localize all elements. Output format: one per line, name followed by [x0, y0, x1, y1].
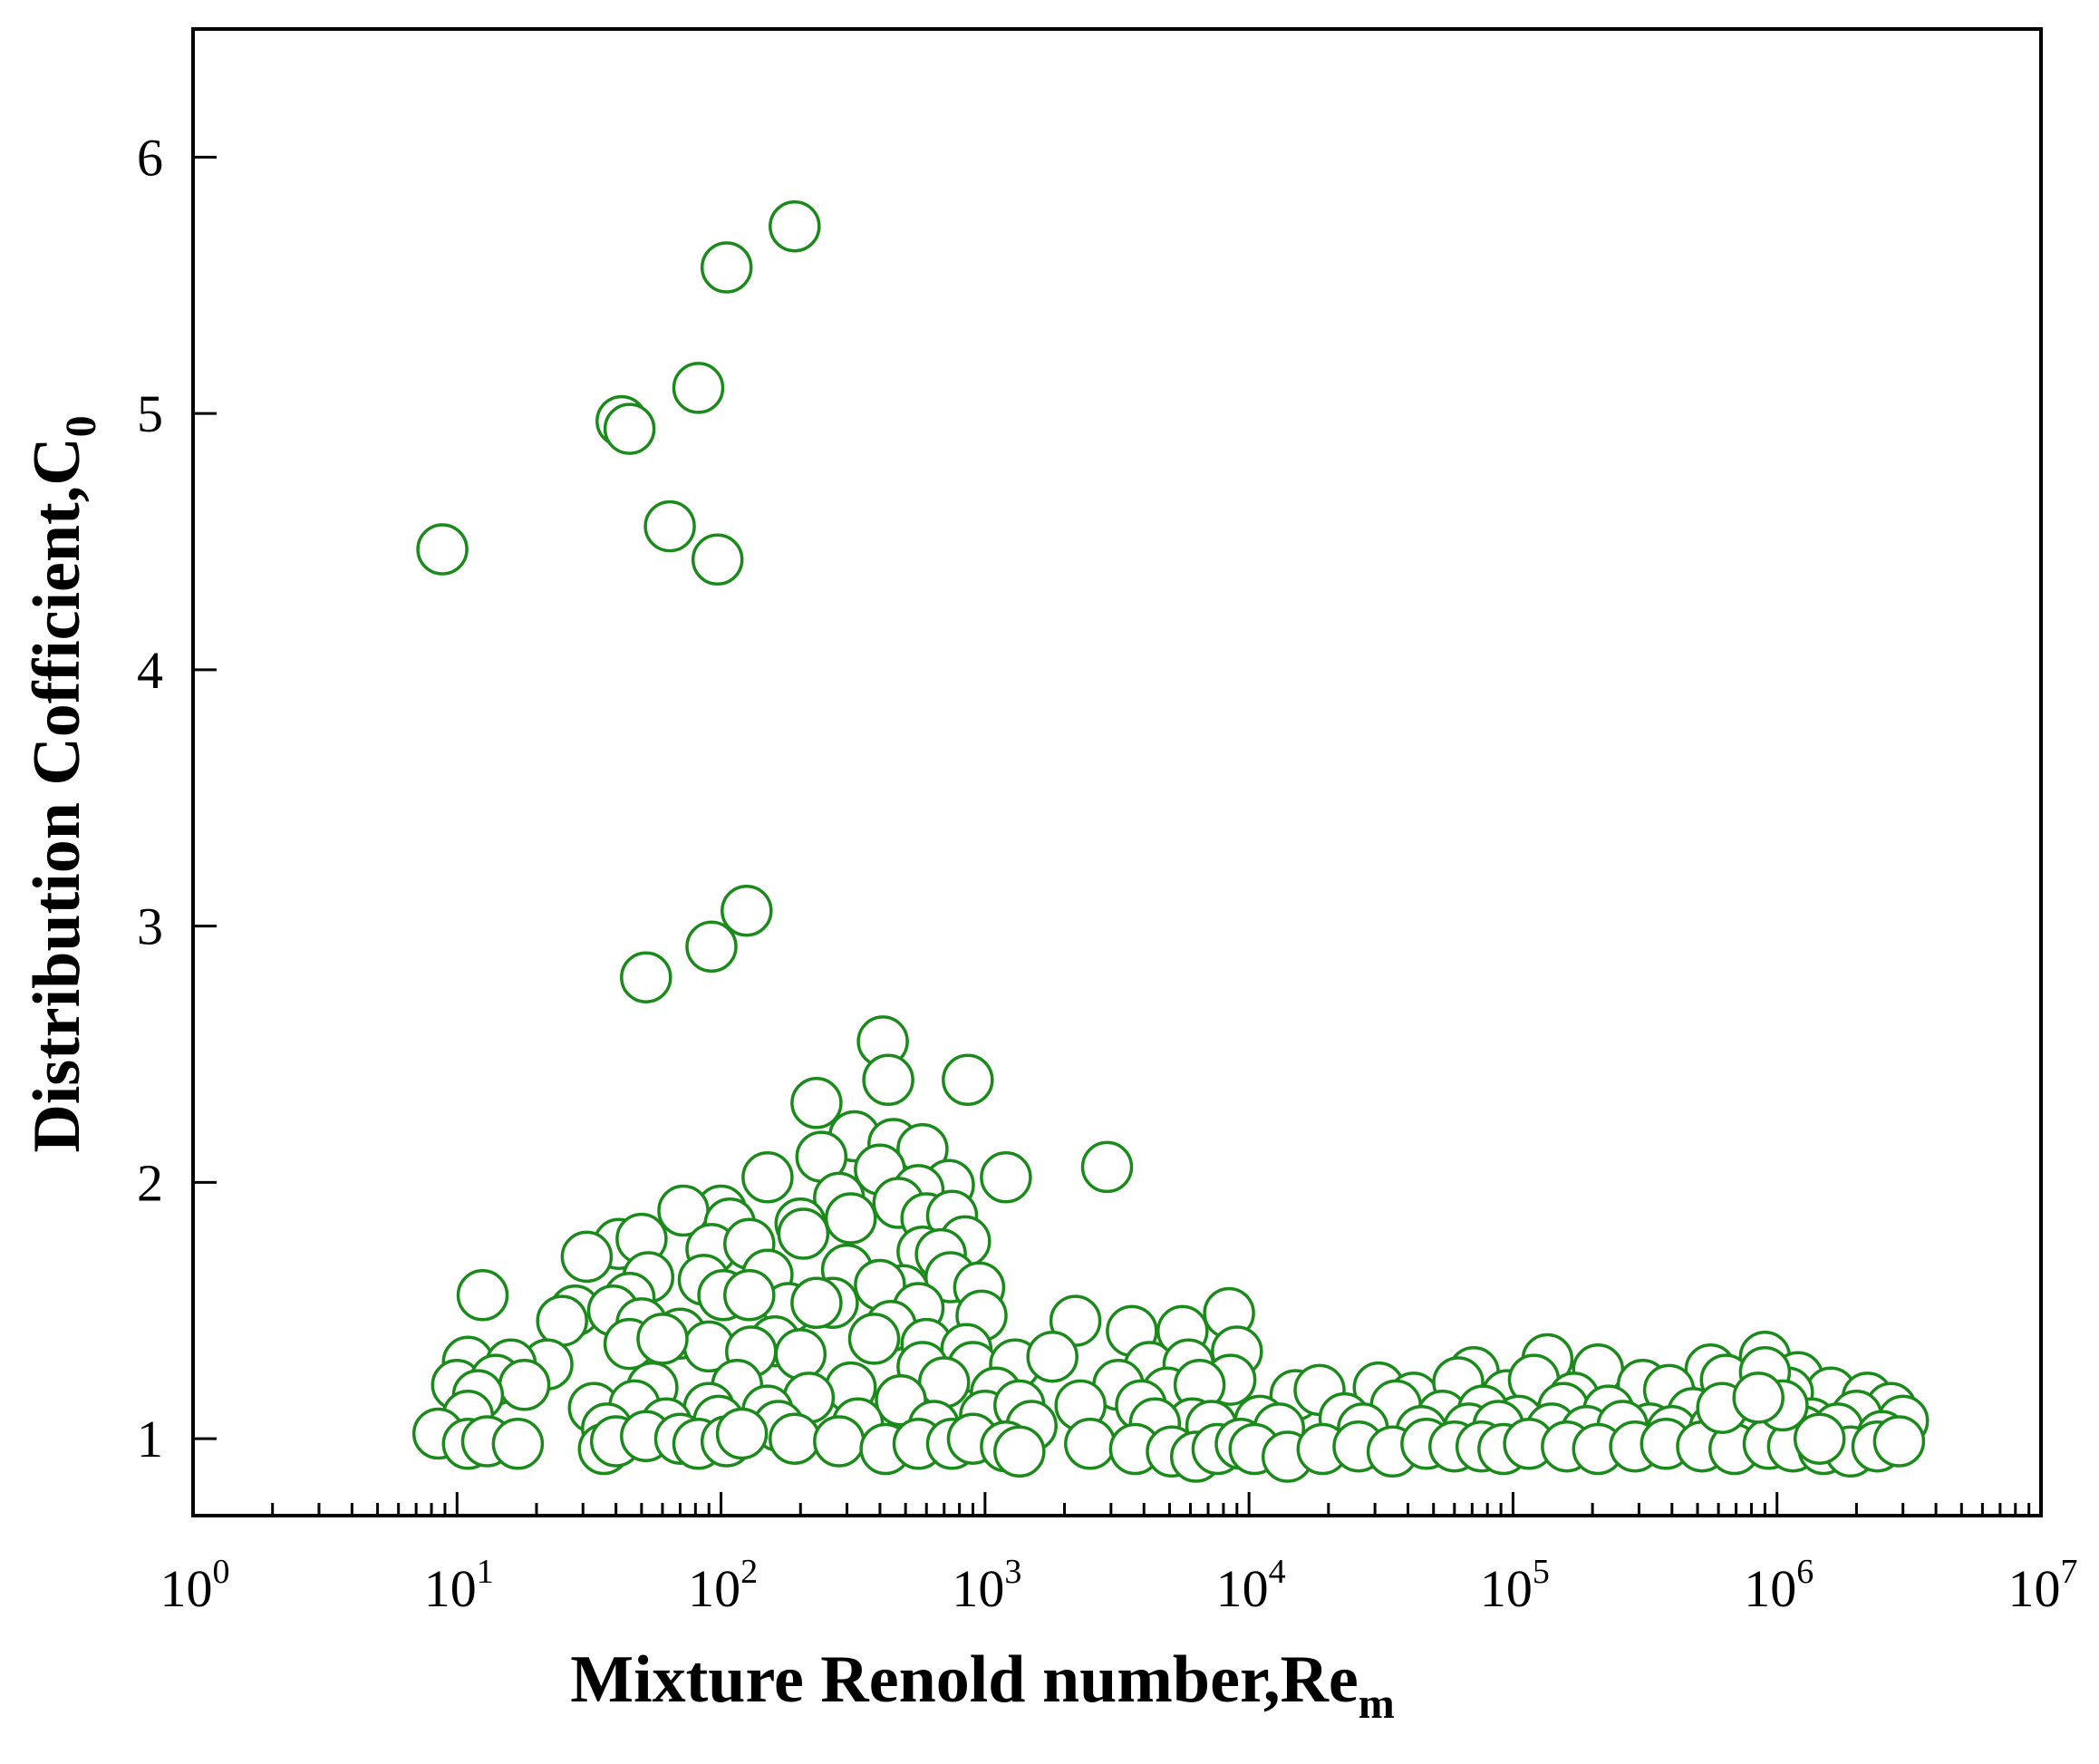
x-tick-label: 106	[1744, 1553, 1814, 1618]
data-point	[813, 1415, 866, 1468]
data-point	[536, 1294, 588, 1347]
plot-frame	[191, 27, 2043, 1517]
data-point	[942, 1053, 994, 1107]
x-tick-label: 101	[424, 1553, 494, 1618]
x-tick-label: 104	[1216, 1553, 1286, 1618]
data-point	[1064, 1418, 1117, 1470]
y-tick-label: 6	[137, 128, 163, 187]
data-point	[715, 1407, 769, 1460]
x-tick-label: 103	[952, 1553, 1021, 1618]
data-point	[491, 1418, 545, 1470]
x-tick-label: 107	[2008, 1553, 2078, 1618]
data-point	[790, 1276, 843, 1330]
data-point	[1080, 1140, 1134, 1194]
data-points	[411, 199, 1930, 1483]
data-point	[636, 1313, 689, 1365]
data-point	[824, 1192, 877, 1245]
x-tick-label: 102	[688, 1553, 758, 1618]
data-point	[721, 884, 773, 937]
data-point	[620, 951, 672, 1003]
data-point	[1026, 1330, 1079, 1383]
data-point	[917, 1356, 971, 1409]
data-point	[603, 402, 656, 455]
data-point	[456, 1269, 509, 1322]
y-tick-label: 5	[137, 384, 163, 443]
data-point	[691, 533, 744, 586]
data-point	[498, 1359, 551, 1411]
data-point	[741, 1151, 794, 1204]
data-point	[1732, 1371, 1785, 1424]
data-point	[769, 1412, 821, 1465]
data-point	[1793, 1412, 1846, 1465]
data-point	[790, 1077, 843, 1129]
data-point	[643, 499, 696, 553]
y-tick-label: 1	[137, 1410, 163, 1468]
data-point	[416, 523, 469, 576]
data-point	[769, 199, 821, 253]
data-point	[774, 1328, 827, 1381]
axis-ticks	[193, 155, 2031, 1516]
tick-labels: 100 101 102 103 104 105 106 107 1 2 3 4 5 6	[137, 128, 2078, 1618]
data-point	[560, 1230, 614, 1284]
data-point	[1872, 1415, 1926, 1468]
data-point	[723, 1269, 776, 1322]
y-tick-label: 3	[137, 897, 163, 956]
data-point	[777, 1207, 830, 1260]
data-point	[700, 241, 753, 294]
x-tick-label: 100	[160, 1553, 230, 1618]
data-point	[847, 1313, 901, 1365]
y-tick-label: 4	[137, 641, 163, 700]
y-tick-label: 2	[137, 1153, 163, 1212]
data-point	[685, 920, 738, 974]
y-axis-title: Distribution Cofficient,C0	[20, 415, 105, 1152]
data-point	[672, 362, 725, 414]
x-axis-title: Mixture Renold number,Rem	[570, 1643, 1395, 1728]
data-point	[980, 1151, 1032, 1204]
data-point	[862, 1053, 914, 1107]
data-point	[993, 1425, 1046, 1478]
x-tick-label: 105	[1480, 1553, 1550, 1618]
